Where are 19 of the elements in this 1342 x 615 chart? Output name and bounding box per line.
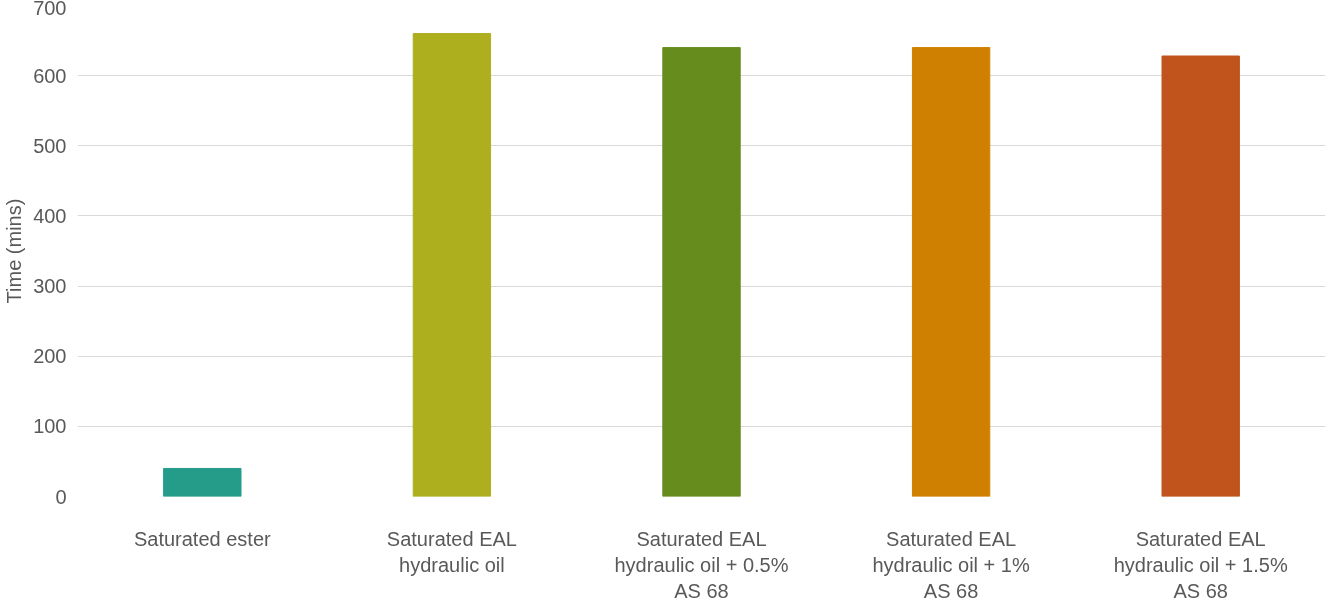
y-tick-label: 600: [33, 64, 67, 87]
y-tick-label: 500: [33, 134, 67, 157]
y-tick-label: 400: [33, 204, 67, 227]
y-tick-label: 200: [33, 345, 67, 368]
bar: [412, 33, 492, 497]
bar: [911, 47, 991, 497]
y-tick-label: 300: [33, 275, 67, 298]
bar: [163, 467, 242, 497]
x-tick-label: Saturated ester: [133, 527, 272, 550]
x-tick-label: Saturated EAL hydraulic oil + 0.5% AS 68: [614, 527, 789, 603]
x-tick-label: Saturated EAL hydraulic oil + 1.5% AS 68: [1113, 527, 1288, 603]
y-axis-title: Time (mins): [3, 198, 26, 304]
y-tick-label: 700: [33, 0, 67, 19]
y-tick-label: 0: [55, 485, 67, 508]
bar: [662, 47, 741, 497]
y-tick-label: 100: [33, 415, 67, 438]
bar: [1161, 55, 1240, 497]
x-tick-label: Saturated EAL hydraulic oil + 1% AS 68: [872, 527, 1030, 603]
x-tick-label: Saturated EAL hydraulic oil: [386, 527, 517, 576]
